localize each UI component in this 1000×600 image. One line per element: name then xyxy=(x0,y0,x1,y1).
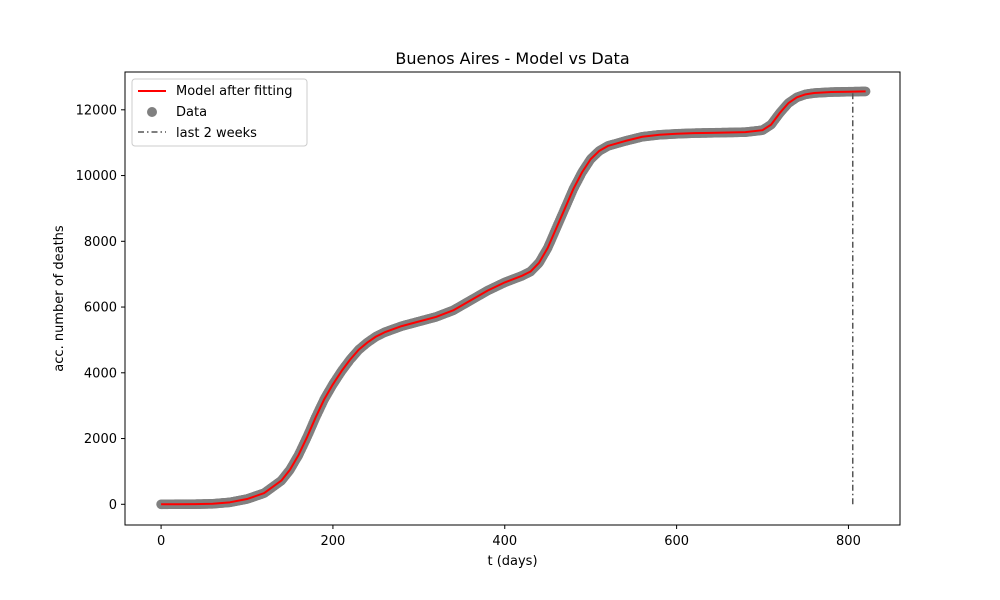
legend-label-model: Model after fitting xyxy=(176,84,293,99)
y-axis: 0 2000 4000 6000 8000 10000 12000 xyxy=(76,103,125,513)
y-axis-label: acc. number of deaths xyxy=(52,225,67,372)
y-tick-label: 2000 xyxy=(84,432,117,447)
legend-label-last-2-weeks: last 2 weeks xyxy=(176,126,257,141)
legend-marker-data xyxy=(147,107,157,117)
x-axis: 0 200 400 600 800 xyxy=(157,525,861,549)
data-point xyxy=(860,86,871,97)
plot-frame xyxy=(124,71,901,526)
y-tick-label: 0 xyxy=(109,498,117,513)
x-tick-label: 0 xyxy=(157,534,165,549)
chart-title: Buenos Aires - Model vs Data xyxy=(395,49,629,68)
legend-box xyxy=(131,78,308,147)
y-tick-label: 6000 xyxy=(84,301,117,316)
x-tick-label: 200 xyxy=(321,534,346,549)
x-axis-label: t (days) xyxy=(487,554,537,569)
model-line xyxy=(161,90,866,506)
legend-label-data: Data xyxy=(176,105,207,120)
x-tick-label: 800 xyxy=(836,534,861,549)
plot-area xyxy=(156,86,871,510)
x-tick-label: 600 xyxy=(664,534,689,549)
y-tick-label: 10000 xyxy=(76,169,117,184)
y-tick-label: 4000 xyxy=(84,366,117,381)
y-tick-label: 8000 xyxy=(84,235,117,250)
legend: Model after fitting Data last 2 weeks xyxy=(131,78,308,147)
y-tick-label: 12000 xyxy=(76,103,117,118)
x-tick-label: 400 xyxy=(492,534,517,549)
